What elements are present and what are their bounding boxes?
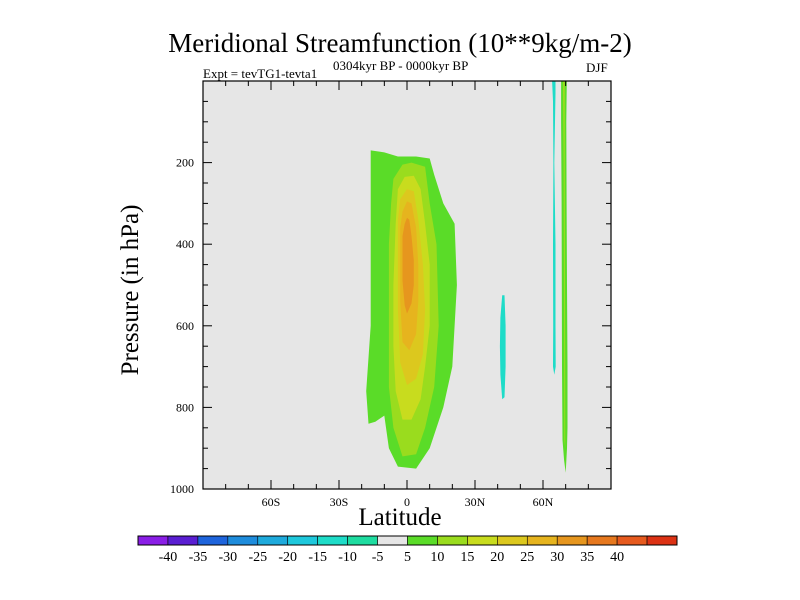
colorbar-box <box>227 535 259 546</box>
colorbar-frame <box>137 535 678 546</box>
x-tick-label: 30N <box>465 495 486 509</box>
contour-region-positive-strip-70n-inner <box>562 81 566 449</box>
colorbar-box <box>646 535 678 546</box>
colorbar-label: 30 <box>550 550 564 565</box>
season-label: DJF <box>586 60 608 75</box>
y-tick-label: 600 <box>176 319 194 333</box>
colorbar-box <box>437 535 468 546</box>
colorbar-label: -35 <box>189 550 208 565</box>
colorbar-label: -5 <box>372 550 384 565</box>
colorbar-box <box>257 535 289 546</box>
colorbar-label: -25 <box>248 550 267 565</box>
colorbar-box <box>197 535 229 546</box>
x-tick-label: 0 <box>404 495 410 509</box>
colorbar-box <box>317 535 348 546</box>
colorbar-box <box>497 535 528 546</box>
experiment-label: Expt = tevTG1-tevta1 <box>203 66 318 81</box>
colorbar-label: 20 <box>490 550 504 565</box>
colorbar-box <box>616 535 648 546</box>
colorbar-box <box>526 535 558 546</box>
colorbar-label: -20 <box>278 550 297 565</box>
colorbar-label: -15 <box>308 550 327 565</box>
y-tick-label: 1000 <box>170 482 194 496</box>
colorbar-label: 40 <box>610 550 624 565</box>
contour-region-positive-cell-30 <box>402 217 414 314</box>
x-tick-label: 60S <box>262 495 281 509</box>
colorbar-label: -40 <box>159 550 178 565</box>
colorbar-box <box>287 535 318 546</box>
x-tick-label: 60N <box>533 495 554 509</box>
y-tick-label: 400 <box>176 237 194 251</box>
contour-region-negative-cell-30n <box>499 295 506 400</box>
colorbar-box <box>347 535 378 546</box>
colorbar-box <box>407 535 438 546</box>
colorbar-box <box>467 535 498 546</box>
colorbar-box <box>167 535 199 546</box>
colorbar-box <box>556 535 588 546</box>
colorbar-box <box>377 535 408 546</box>
colorbar-box <box>137 535 169 546</box>
colorbar-label: 25 <box>520 550 534 565</box>
period-label: 0304kyr BP - 0000kyr BP <box>333 58 469 73</box>
contour-region-negative-strip-65n <box>552 81 556 375</box>
y-tick-label: 800 <box>176 400 194 414</box>
colorbar-label: -30 <box>218 550 237 565</box>
y-tick-label: 200 <box>176 156 194 170</box>
colorbar-label: -10 <box>338 550 357 565</box>
colorbar-label: 35 <box>580 550 594 565</box>
colorbar-label: 15 <box>460 550 474 565</box>
colorbar-box <box>586 535 618 546</box>
x-tick-label: 30S <box>330 495 349 509</box>
chart-title: Meridional Streamfunction (10**9kg/m-2) <box>168 28 632 58</box>
colorbar-label: 5 <box>404 550 411 565</box>
colorbar-label: 10 <box>430 550 444 565</box>
x-axis-label: Latitude <box>358 504 442 531</box>
